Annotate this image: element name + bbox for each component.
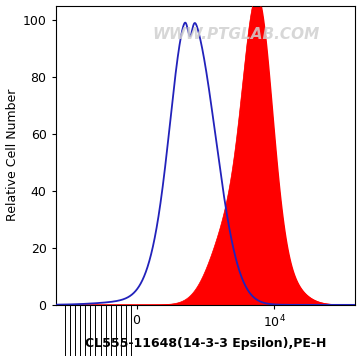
X-axis label: CL555-11648(14-3-3 Epsilon),PE-H: CL555-11648(14-3-3 Epsilon),PE-H	[85, 337, 326, 350]
Y-axis label: Relative Cell Number: Relative Cell Number	[5, 89, 18, 221]
Text: WWW.PTGLAB.COM: WWW.PTGLAB.COM	[152, 26, 319, 42]
